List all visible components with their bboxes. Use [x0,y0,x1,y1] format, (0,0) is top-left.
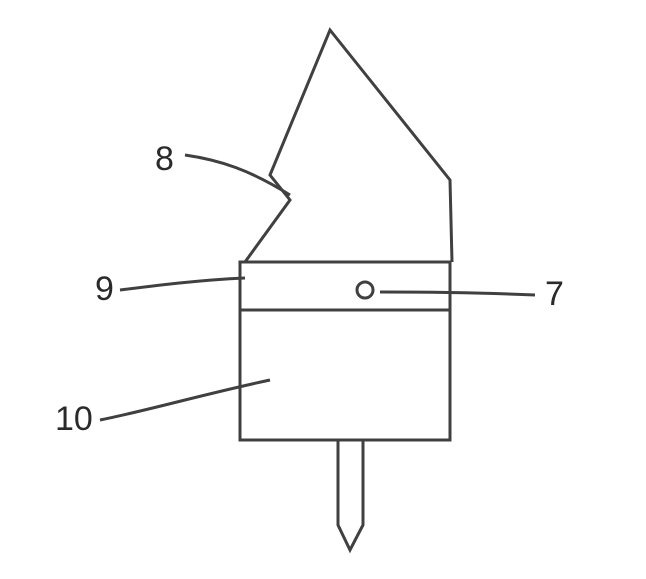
blade-path [245,30,452,262]
label-7: 7 [545,275,564,314]
label-10: 10 [55,400,93,439]
pivot-circle [357,282,373,298]
label-9: 9 [95,270,114,309]
body-rect [240,310,450,440]
label-8: 8 [155,140,174,179]
leader-7 [380,292,535,295]
pin-path [338,440,363,550]
leader-9 [120,278,245,290]
slot-rect [240,262,450,310]
technical-diagram: 8 9 7 10 [0,0,646,574]
leader-10 [100,380,270,420]
